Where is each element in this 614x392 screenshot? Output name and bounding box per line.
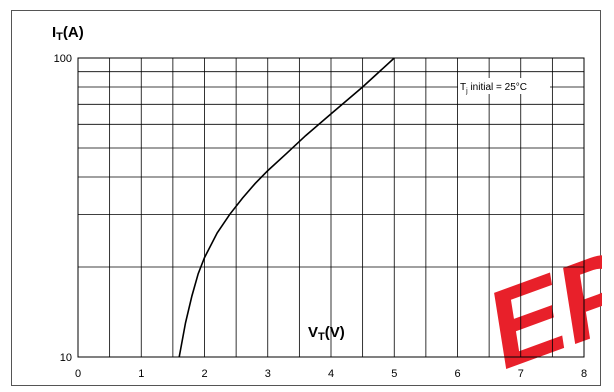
y-tick-label: 10 xyxy=(60,352,72,364)
annotation-rest: initial = 25°C xyxy=(468,82,527,93)
x-tick-label: 4 xyxy=(328,368,334,380)
x-tick-label: 3 xyxy=(265,368,271,380)
x-axis-title: VT(V) xyxy=(308,324,345,343)
x-tick-label: 0 xyxy=(75,368,81,380)
x-tick-label: 1 xyxy=(138,368,144,380)
x-tick-label: 8 xyxy=(581,368,587,380)
y-tick-label: 100 xyxy=(54,53,72,65)
x-tick-label: 7 xyxy=(518,368,524,380)
x-axis-title-main: V xyxy=(308,324,318,341)
x-tick-label: 6 xyxy=(454,368,460,380)
annotation-sub: j xyxy=(465,88,468,95)
series xyxy=(178,57,395,358)
x-tick-label: 5 xyxy=(391,368,397,380)
chart-frame: EPM 0 1 2 3 4 5 6 7 8 10 100 IT(A) VT(V) Tj initia… xyxy=(11,10,602,387)
grid xyxy=(77,57,585,358)
tick-labels: 0 1 2 3 4 5 6 7 8 10 100 xyxy=(54,53,587,380)
watermark: EPM xyxy=(471,194,602,387)
annotation: Tj initial = 25°C xyxy=(458,78,550,95)
annotation-text: Tj initial = 25°C xyxy=(460,82,527,95)
x-tick-label: 2 xyxy=(201,368,207,380)
y-axis-title-main: I xyxy=(52,24,56,41)
watermark-text: EPM xyxy=(471,194,602,387)
y-axis-title-sub: T xyxy=(56,31,63,43)
annotation-prefix: T xyxy=(460,82,466,93)
y-axis-title: IT(A) xyxy=(52,24,84,43)
annotation-bg xyxy=(458,78,550,94)
x-axis-title-sub: T xyxy=(318,331,325,343)
y-axis-title-unit: (A) xyxy=(63,24,84,41)
x-axis-title-unit: (V) xyxy=(325,324,345,341)
series-line xyxy=(178,57,395,358)
